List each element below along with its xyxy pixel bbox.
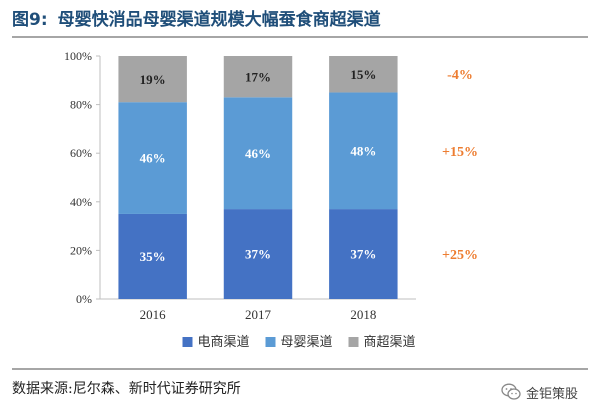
- legend-swatch: [265, 337, 276, 347]
- change-annotation: -4%: [447, 68, 473, 83]
- data-label: 46%: [245, 146, 271, 161]
- y-tick-label: 80%: [70, 98, 92, 112]
- bar-segment: [118, 56, 187, 103]
- wechat-icon: [501, 383, 521, 401]
- source-text: 数据来源:尼尔森、新时代证券研究所: [12, 381, 241, 397]
- data-label: 37%: [245, 247, 271, 262]
- data-label: 17%: [245, 69, 271, 84]
- y-tick-label: 0%: [76, 292, 92, 306]
- bar-segment: [118, 102, 187, 214]
- watermark: 金钜策股: [501, 382, 578, 402]
- legend-label: 母婴渠道: [281, 335, 333, 350]
- bar-segment: [329, 92, 398, 210]
- legend-swatch: [348, 337, 359, 347]
- figure-number: 图9:: [12, 10, 48, 30]
- change-annotation: +15%: [442, 145, 478, 160]
- y-tick-label: 100%: [64, 49, 92, 63]
- x-tick-label: 2017: [245, 307, 272, 322]
- bar-segment: [223, 97, 293, 210]
- y-tick-label: 20%: [70, 243, 92, 257]
- source-footer: 数据来源:尼尔森、新时代证券研究所 金钜策股: [12, 368, 588, 418]
- y-tick-label: 40%: [70, 195, 92, 209]
- change-annotation: +25%: [442, 248, 478, 263]
- bar-segment: [223, 209, 293, 299]
- x-tick-label: 2016: [140, 307, 167, 322]
- bar-segment: [329, 56, 398, 93]
- bar-segment: [329, 209, 398, 299]
- figure-title: 图9: 母婴快消品母婴渠道规模大幅蚕食商超渠道: [12, 6, 588, 34]
- legend-label: 商超渠道: [364, 335, 416, 350]
- figure-title-text: 母婴快消品母婴渠道规模大幅蚕食商超渠道: [57, 10, 381, 30]
- data-label: 19%: [140, 72, 166, 87]
- data-label: 15%: [350, 67, 376, 82]
- legend-label: 电商渠道: [198, 335, 250, 350]
- bar-segment: [118, 213, 187, 299]
- legend-swatch: [182, 337, 193, 347]
- data-label: 35%: [140, 249, 166, 264]
- bar-segment: [223, 56, 293, 98]
- data-label: 48%: [350, 143, 376, 158]
- y-tick-label: 60%: [70, 146, 92, 160]
- title-divider: [12, 36, 588, 38]
- x-tick-label: 2018: [350, 307, 376, 322]
- data-label: 46%: [140, 151, 166, 166]
- watermark-text: 金钜策股: [525, 386, 578, 402]
- stacked-bar-chart: 0% 20% 40% 60% 80% 100% 35% 46% 19% 2016 37% 46% 17%…: [64, 49, 478, 350]
- data-label: 37%: [350, 247, 376, 262]
